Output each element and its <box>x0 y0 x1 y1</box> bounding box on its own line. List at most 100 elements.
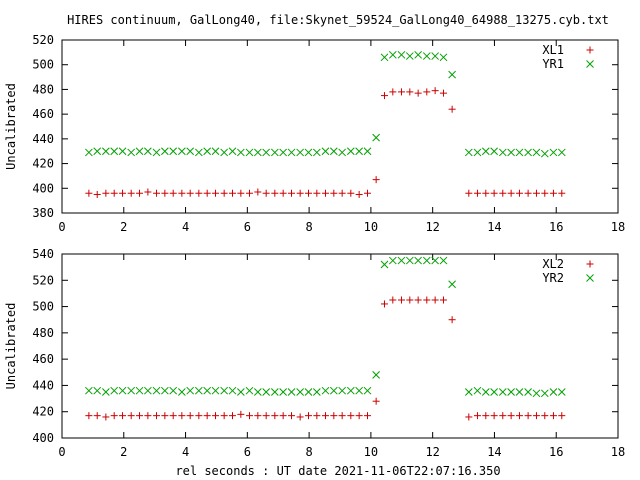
data-point <box>279 388 288 396</box>
data-point <box>194 148 203 157</box>
data-point <box>186 147 195 156</box>
data-point <box>93 190 101 198</box>
data-point <box>321 189 329 197</box>
x-tick-label: 12 <box>425 445 439 459</box>
data-point <box>372 371 380 379</box>
data-point <box>186 412 194 420</box>
data-point <box>296 148 305 157</box>
data-point <box>524 148 532 157</box>
data-point <box>355 190 363 198</box>
data-point <box>304 412 312 420</box>
plot-frame <box>61 253 619 439</box>
data-point <box>253 388 262 396</box>
data-point <box>254 188 262 196</box>
data-point <box>363 147 372 156</box>
data-point <box>161 147 169 156</box>
data-point <box>212 412 220 420</box>
data-point <box>499 412 507 420</box>
data-point <box>153 412 161 420</box>
data-point <box>515 148 524 157</box>
data-point <box>177 388 186 396</box>
y-tick-label: 520 <box>32 33 54 47</box>
data-point <box>439 53 448 62</box>
data-point <box>102 388 110 396</box>
data-point <box>279 412 287 420</box>
data-point <box>127 412 135 420</box>
data-point <box>422 52 431 60</box>
data-point <box>296 388 305 396</box>
data-point <box>245 386 254 395</box>
x-tick-label: 2 <box>120 445 127 459</box>
data-point <box>220 148 229 157</box>
data-point <box>355 412 363 420</box>
data-point <box>136 412 144 420</box>
data-point <box>136 189 144 197</box>
data-point <box>397 50 406 59</box>
x-tick-label: 12 <box>425 220 439 234</box>
x-tick-label: 18 <box>611 220 625 234</box>
legend-label: YR1 <box>542 57 564 71</box>
data-point <box>498 388 507 396</box>
data-point <box>464 388 473 396</box>
data-point <box>228 147 237 156</box>
data-point <box>203 386 212 395</box>
data-point <box>178 189 186 197</box>
data-point <box>279 189 287 197</box>
data-point <box>152 386 161 395</box>
data-point <box>321 147 330 156</box>
data-point <box>296 413 304 421</box>
data-point <box>490 147 498 156</box>
data-point <box>414 296 422 304</box>
data-point <box>102 413 110 421</box>
data-point <box>448 70 456 79</box>
data-point <box>507 189 515 197</box>
data-point <box>464 148 473 157</box>
y-tick-label: 420 <box>32 405 54 419</box>
data-point <box>262 189 270 197</box>
data-point <box>152 148 161 157</box>
data-point <box>363 412 371 420</box>
x-axis-label: rel seconds : UT date 2021-11-06T22:07:1… <box>175 464 500 478</box>
data-point <box>397 88 405 96</box>
data-point <box>186 189 194 197</box>
data-point <box>540 149 549 158</box>
data-point <box>110 189 118 197</box>
data-point <box>532 148 541 157</box>
data-point <box>304 148 313 157</box>
data-point <box>229 189 237 197</box>
data-point <box>473 189 481 197</box>
data-point <box>203 189 211 197</box>
data-point <box>473 386 482 395</box>
data-point <box>287 388 296 396</box>
data-point <box>102 189 110 197</box>
data-point <box>498 148 507 157</box>
data-point <box>423 88 431 96</box>
data-point <box>110 412 118 420</box>
x-tick-label: 16 <box>549 445 563 459</box>
x-tick-label: 4 <box>182 445 189 459</box>
data-point <box>481 147 490 156</box>
data-point <box>490 189 498 197</box>
data-point <box>397 296 405 304</box>
data-point <box>211 386 220 395</box>
data-point <box>85 148 93 157</box>
data-point <box>549 148 558 157</box>
data-point <box>312 148 321 157</box>
data-point <box>144 188 152 196</box>
data-point <box>515 388 524 396</box>
data-point <box>313 412 321 420</box>
y-axis-label: Uncalibrated <box>4 83 18 170</box>
data-point <box>558 189 566 197</box>
data-point <box>346 386 355 395</box>
data-point <box>406 88 414 96</box>
data-point <box>414 50 423 59</box>
data-point <box>490 412 498 420</box>
legend-label: XL1 <box>542 43 564 57</box>
data-point <box>329 386 338 395</box>
data-point <box>237 410 245 418</box>
data-point <box>541 412 549 420</box>
data-point <box>144 147 152 156</box>
data-point <box>203 147 212 156</box>
data-point <box>161 189 169 197</box>
data-point <box>110 147 119 156</box>
